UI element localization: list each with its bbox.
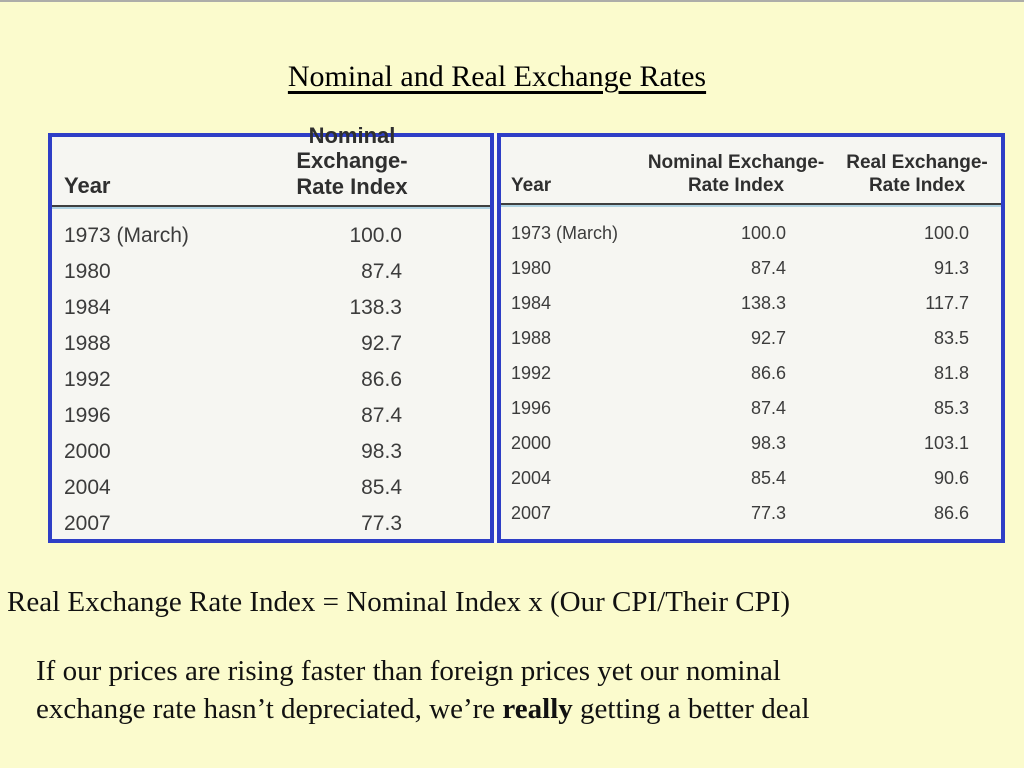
table-cell: 1980 [64, 260, 111, 283]
table-cell: 87.4 [361, 404, 402, 427]
table-cell: 1988 [64, 332, 111, 355]
table-cell: 85.4 [361, 476, 402, 499]
column-header-year: Year [64, 173, 111, 198]
table-cell: 1996 [511, 398, 552, 418]
table-row: 2000 98.3 103.1 [501, 426, 1001, 461]
table-cell: 85.4 [750, 468, 786, 488]
table-cell: 98.3 [750, 433, 786, 453]
table-row: 1973 (March) 100.0 100.0 [501, 216, 1001, 251]
table-row: 2007 77.3 86.6 [501, 496, 1001, 531]
paragraph-line2-bold: really [502, 693, 573, 725]
table-row: 1992 86.6 81.8 [501, 356, 1001, 391]
table-row: 1973 (March) 100.0 [52, 218, 490, 254]
column-header-real-line1: Real Exchange- [846, 152, 988, 174]
table-cell: 92.7 [361, 332, 402, 355]
table-cell: 92.7 [750, 328, 786, 348]
table-body: 1973 (March) 100.0 1980 87.4 1984 138.3 1988 92… [52, 207, 490, 542]
column-header-nominal-line2: Rate Index [687, 174, 785, 196]
table-cell: 138.3 [740, 293, 786, 313]
table-row: 1980 87.4 91.3 [501, 251, 1001, 286]
page-title: Nominal and Real Exchange Rates [287, 60, 707, 93]
real-exchange-rate-formula: Real Exchange Rate Index = Nominal Index… [7, 586, 791, 618]
table-cell: 83.5 [933, 328, 969, 348]
table-row: 1988 92.7 83.5 [501, 321, 1001, 356]
table-cell: 1992 [64, 368, 111, 391]
table-cell: 138.3 [349, 296, 402, 319]
table-row: 1996 87.4 [52, 398, 490, 434]
column-header-nominal-line2: Rate Index [296, 173, 408, 199]
table-row: 1984 138.3 117.7 [501, 286, 1001, 321]
table-row: 2007 77.3 [52, 506, 490, 542]
table-cell: 1992 [511, 363, 552, 383]
table-row: 1984 138.3 [52, 290, 490, 326]
table-cell: 2000 [511, 433, 552, 453]
table-cell: 81.8 [933, 363, 969, 383]
table-cell: 1973 (March) [511, 223, 619, 243]
table-body: 1973 (March) 100.0 100.0 1980 87.4 91.3 1984 13… [501, 205, 1001, 531]
exchange-rate-tables: Year Nominal Exchange- Rate Index 1973 (… [48, 123, 1005, 543]
column-header-real-line2: Rate Index [868, 174, 966, 196]
table-row: 1992 86.6 [52, 362, 490, 398]
table-cell: 2007 [511, 503, 552, 523]
paragraph-line1: If our prices are rising faster than for… [36, 655, 781, 687]
table-cell: 87.4 [750, 258, 786, 278]
table-cell: 86.6 [750, 363, 786, 383]
table-cell: 2004 [64, 476, 111, 499]
table-row: 2000 98.3 [52, 434, 490, 470]
paragraph-line2-after: getting a better deal [572, 693, 810, 725]
table-cell: 77.3 [361, 512, 402, 535]
table-cell: 86.6 [361, 368, 402, 391]
nominal-table-panel: Year Nominal Exchange- Rate Index 1973 (… [48, 123, 494, 543]
table-cell: 1996 [64, 404, 111, 427]
table-cell: 87.4 [750, 398, 786, 418]
column-header-real: Real Exchange- Rate Index [841, 152, 1001, 197]
table-row: 1996 87.4 85.3 [501, 391, 1001, 426]
table-header-row: Year Nominal Exchange- Rate Index [52, 123, 490, 207]
paragraph-line2-before: exchange rate hasn’t depreciated, we’re [36, 693, 503, 725]
table-cell: 2000 [64, 440, 111, 463]
table-cell: 77.3 [750, 503, 786, 523]
table-cell: 87.4 [361, 260, 402, 283]
table-cell: 91.3 [933, 258, 969, 278]
table-cell: 2007 [64, 512, 111, 535]
paragraph-line2: exchange rate hasn’t depreciated, we’re … [36, 690, 976, 728]
table-cell: 103.1 [923, 433, 969, 453]
table-cell: 85.3 [933, 398, 969, 418]
column-header-nominal: Nominal Exchange- Rate Index [204, 123, 490, 199]
table-cell: 1973 (March) [64, 224, 189, 247]
table-cell: 86.6 [933, 503, 969, 523]
table-cell: 100.0 [349, 224, 402, 247]
table-row: 1988 92.7 [52, 326, 490, 362]
table-cell: 1984 [511, 293, 552, 313]
table-cell: 2004 [511, 468, 552, 488]
table-row: 2004 85.4 90.6 [501, 461, 1001, 496]
table-cell: 98.3 [361, 440, 402, 463]
column-header-nominal-line1: Nominal Exchange- [647, 152, 825, 174]
table-cell: 1980 [511, 258, 552, 278]
table-cell: 100.0 [923, 223, 969, 243]
explanatory-paragraph: If our prices are rising faster than for… [36, 652, 976, 728]
table-cell: 1988 [511, 328, 552, 348]
table-cell: 1984 [64, 296, 111, 319]
column-header-nominal-line1: Nominal Exchange- [296, 123, 408, 174]
nominal-and-real-table-panel: Year Nominal Exchange- Rate Index Real E… [497, 133, 1005, 543]
table-cell: 117.7 [925, 293, 969, 313]
column-header-nominal: Nominal Exchange- Rate Index [631, 152, 841, 197]
table-cell: 90.6 [933, 468, 969, 488]
table-cell: 100.0 [740, 223, 786, 243]
table-header-row: Year Nominal Exchange- Rate Index Real E… [501, 137, 1001, 205]
table-row: 1980 87.4 [52, 254, 490, 290]
column-header-year: Year [511, 175, 552, 196]
table-row: 2004 85.4 [52, 470, 490, 506]
